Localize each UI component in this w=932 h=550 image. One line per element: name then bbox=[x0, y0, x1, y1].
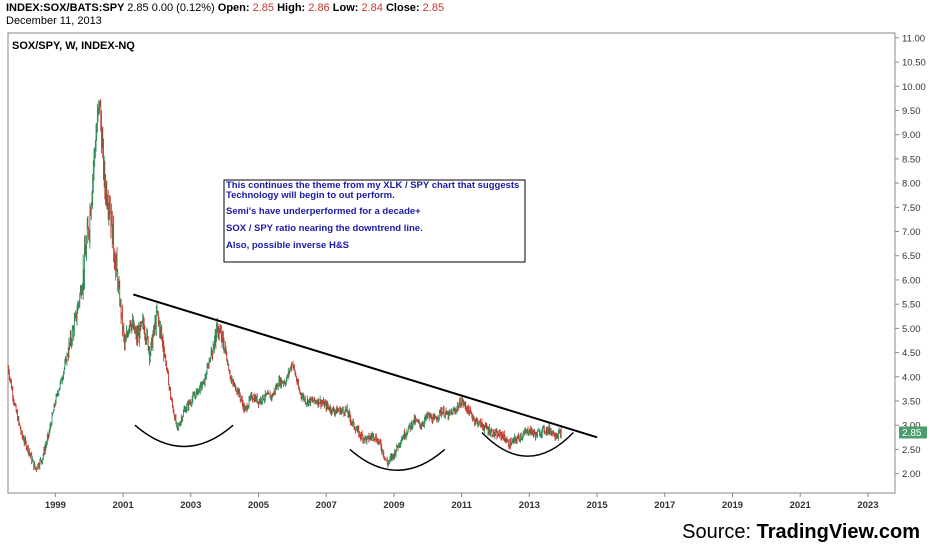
y-tick-label: 3.50 bbox=[902, 397, 921, 408]
low-value: 2.84 bbox=[361, 2, 383, 14]
x-tick-label: 2011 bbox=[451, 500, 472, 511]
low-label: Low: bbox=[332, 2, 359, 14]
symbol: INDEX:SOX/BATS:SPY bbox=[6, 2, 125, 14]
y-tick-label: 2.00 bbox=[902, 469, 921, 480]
x-tick-label: 2009 bbox=[383, 500, 404, 511]
hs-arc bbox=[481, 431, 574, 457]
y-tick-label: 7.50 bbox=[902, 203, 921, 214]
close-label: Close: bbox=[385, 2, 420, 14]
y-tick-label: 5.00 bbox=[902, 324, 921, 335]
last-price-box bbox=[899, 426, 927, 439]
open-value: 2.85 bbox=[252, 2, 275, 14]
source-name: TradingView.com bbox=[756, 521, 920, 543]
y-tick-label: 5.50 bbox=[902, 300, 921, 311]
x-tick-label: 2001 bbox=[113, 500, 135, 511]
y-tick-label: 8.00 bbox=[902, 179, 921, 190]
y-tick-label: 4.00 bbox=[902, 372, 921, 383]
source-credit: Source: TradingView.com bbox=[682, 521, 920, 544]
source-prefix: Source: bbox=[682, 521, 757, 543]
quote-date: December 11, 2013 bbox=[6, 15, 102, 27]
price-change: 0.00 (0.12%) bbox=[151, 2, 215, 14]
downtrend-line bbox=[132, 293, 598, 439]
last-price-marker: 2.85 bbox=[899, 426, 927, 439]
annotation-line-1: This continues the theme from my XLK / S… bbox=[226, 181, 520, 201]
x-tick-label: 2019 bbox=[722, 500, 743, 511]
x-tick-label: 2003 bbox=[180, 500, 201, 511]
quote-header: INDEX:SOX/BATS:SPY 2.85 0.00 (0.12%) Ope… bbox=[6, 2, 444, 14]
annotation-line-3: SOX / SPY ratio nearing the downtrend li… bbox=[226, 223, 423, 234]
y-tick-label: 4.50 bbox=[902, 348, 921, 359]
x-tick-label: 2007 bbox=[316, 500, 337, 511]
hs-arc bbox=[134, 424, 234, 448]
x-tick-label: 2013 bbox=[519, 500, 540, 511]
y-tick-label: 2.50 bbox=[902, 445, 921, 456]
annotation-line-4: Also, possible inverse H&S bbox=[226, 240, 350, 251]
y-tick-label: 6.00 bbox=[902, 275, 921, 286]
y-tick-label: 9.00 bbox=[902, 130, 921, 141]
x-tick-label: 2015 bbox=[587, 500, 609, 511]
y-tick-label: 3.00 bbox=[902, 421, 921, 432]
x-tick-label: 1999 bbox=[45, 500, 66, 511]
chart-title: SOX/SPY, W, INDEX-NQ bbox=[12, 40, 135, 52]
x-tick-label: 2021 bbox=[790, 500, 812, 511]
x-tick-label: 2017 bbox=[654, 500, 675, 511]
last-price-label: 2.85 bbox=[902, 428, 922, 439]
inverse-hs-arcs bbox=[134, 424, 574, 471]
y-tick-label: 10.50 bbox=[902, 58, 926, 69]
y-tick-label: 10.00 bbox=[902, 82, 926, 93]
close-value: 2.85 bbox=[422, 2, 445, 14]
y-tick-label: 7.00 bbox=[902, 227, 921, 238]
last-price: 2.85 bbox=[127, 2, 149, 14]
y-tick-label: 6.50 bbox=[902, 251, 921, 262]
high-label: High: bbox=[277, 2, 306, 14]
x-axis: 1999 2001 2003 2005 2007 2009 2011 2013 2015 2017… bbox=[45, 493, 878, 511]
plot-frame bbox=[7, 32, 896, 494]
y-tick-label: 8.50 bbox=[902, 154, 921, 165]
y-tick-label: 11.00 bbox=[902, 33, 925, 44]
hs-arc bbox=[349, 448, 446, 471]
y-axis: 2.00 2.50 3.00 3.50 4.00 4.50 5.00 5.50 6.00 6.50… bbox=[895, 33, 926, 480]
annotation-frame bbox=[223, 179, 526, 263]
price-bars bbox=[7, 98, 562, 472]
y-tick-label: 9.50 bbox=[902, 106, 921, 117]
x-tick-label: 2005 bbox=[248, 500, 270, 511]
x-tick-label: 2023 bbox=[857, 500, 878, 511]
high-value: 2.86 bbox=[308, 2, 330, 14]
annotation-box: This continues the theme from my XLK / S… bbox=[223, 179, 526, 263]
annotation-line-2: Semi's have underperformed for a decade+ bbox=[226, 206, 421, 217]
open-label: Open: bbox=[217, 2, 250, 14]
